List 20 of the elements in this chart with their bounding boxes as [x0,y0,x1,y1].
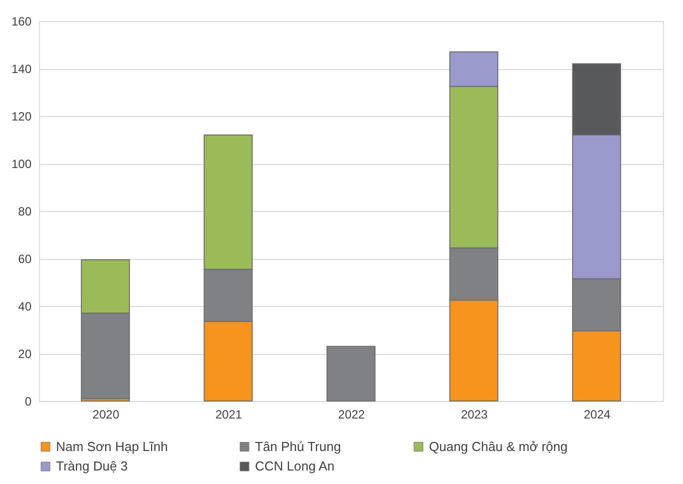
bar [326,346,376,402]
x-tick-label: 2021 [215,408,242,422]
x-tick-label: 2024 [584,408,611,422]
x-tick-label: 2022 [338,408,366,422]
y-tick-label: 0 [24,394,32,408]
x-tick-label: 2023 [460,408,488,422]
y-tick-label: 140 [11,62,32,76]
y-tick-label: 40 [18,300,32,314]
legend-label: Tân Phú Trung [255,438,341,454]
y-tick-label: 60 [18,252,32,266]
y-tick-label: 120 [11,110,32,124]
x-tick-label: 2020 [92,408,120,422]
y-tick-label: 20 [18,347,32,361]
legend-label: Tràng Duệ 3 [56,458,128,474]
legend-label: CCN Long An [255,458,334,474]
y-tick-label: 100 [11,157,32,171]
legend-label: Nam Sơn Hạp Lĩnh [56,438,168,454]
y-tick-label: 80 [18,204,32,218]
y-tick-label: 160 [11,14,32,28]
legend-label: Quang Châu & mở rộng [429,438,568,454]
